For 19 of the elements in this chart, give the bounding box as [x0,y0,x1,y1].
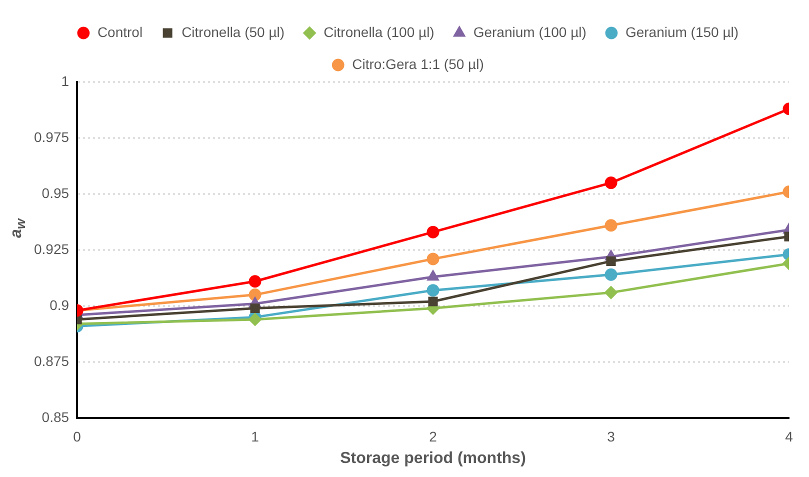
legend-label: Citronella (100 µl) [324,24,434,40]
y-tick-label: 1 [61,72,70,89]
x-tick-label: 1 [251,428,260,444]
legend-label: Citro:Gera 1:1 (50 µl) [352,56,484,72]
y-tick-label: 0.9 [50,296,70,313]
x-tick-label: 3 [607,428,616,444]
y-tick-label: 0.875 [34,352,70,369]
x-tick-label: 4 [785,428,794,444]
y-tick-label: 0.925 [34,240,70,257]
x-axis-title: Storage period (months) [340,450,526,467]
legend-label: Geranium (100 µl) [473,24,586,40]
legend-label: Geranium (150 µl) [625,24,739,40]
y-tick-label: 0.95 [42,184,70,201]
x-tick-label: 2 [429,428,438,444]
y-tick-label: 0.85 [42,408,70,425]
x-tick-label: 0 [73,428,82,444]
legend-label: Citronella (50 µl) [182,24,285,40]
legend-label: Control [97,24,143,40]
y-tick-label: 0.975 [34,128,70,145]
